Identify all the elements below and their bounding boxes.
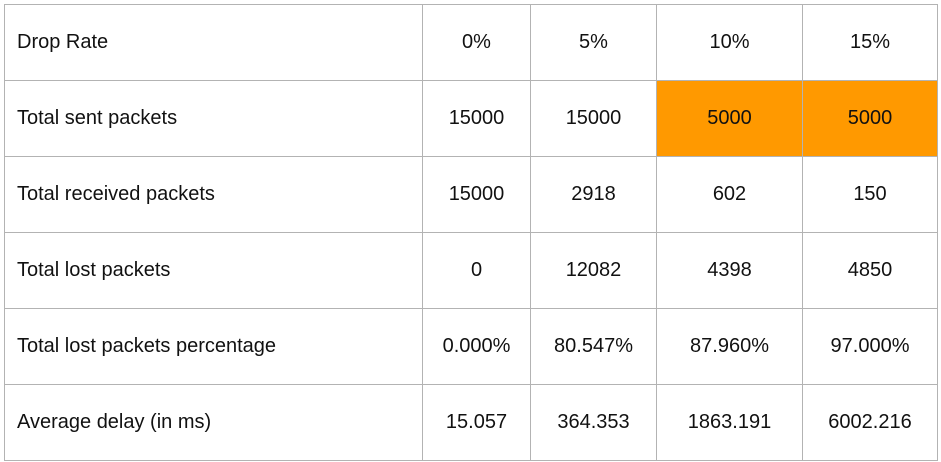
table-cell: 15000 (530, 80, 657, 157)
row-label-cell: Average delay (in ms) (4, 384, 423, 461)
table-cell: 1863.191 (656, 384, 803, 461)
table-cell: 87.960% (656, 308, 803, 385)
row-label-cell: Total lost packets (4, 232, 423, 309)
row-label-cell: Total sent packets (4, 80, 423, 157)
results-table-container: Drop Rate 0% 5% 10% 15% Total sent packe… (4, 4, 938, 461)
table-cell: 80.547% (530, 308, 657, 385)
header-label-cell: Drop Rate (4, 4, 423, 81)
header-cell: 5% (530, 4, 657, 81)
drop-rate-results-table: Drop Rate 0% 5% 10% 15% Total sent packe… (4, 4, 938, 461)
row-label-cell: Total received packets (4, 156, 423, 233)
header-row: Drop Rate 0% 5% 10% 15% (4, 4, 938, 81)
table-row: Total lost packets 0 12082 4398 4850 (4, 232, 938, 309)
table-cell: 4850 (802, 232, 938, 309)
table-cell: 150 (802, 156, 938, 233)
header-cell: 10% (656, 4, 803, 81)
table-cell: 15000 (422, 80, 531, 157)
table-cell: 2918 (530, 156, 657, 233)
table-cell: 0 (422, 232, 531, 309)
table-cell: 6002.216 (802, 384, 938, 461)
row-label-cell: Total lost packets percentage (4, 308, 423, 385)
table-cell: 4398 (656, 232, 803, 309)
table-row: Total sent packets 15000 15000 5000 5000 (4, 80, 938, 157)
highlighted-table-cell: 5000 (656, 80, 803, 157)
table-row: Total lost packets percentage 0.000% 80.… (4, 308, 938, 385)
table-cell: 364.353 (530, 384, 657, 461)
table-row: Total received packets 15000 2918 602 15… (4, 156, 938, 233)
table-cell: 15.057 (422, 384, 531, 461)
table-cell: 0.000% (422, 308, 531, 385)
highlighted-table-cell: 5000 (802, 80, 938, 157)
table-row: Average delay (in ms) 15.057 364.353 186… (4, 384, 938, 461)
header-cell: 0% (422, 4, 531, 81)
header-cell: 15% (802, 4, 938, 81)
table-cell: 97.000% (802, 308, 938, 385)
table-cell: 15000 (422, 156, 531, 233)
table-cell: 602 (656, 156, 803, 233)
table-cell: 12082 (530, 232, 657, 309)
